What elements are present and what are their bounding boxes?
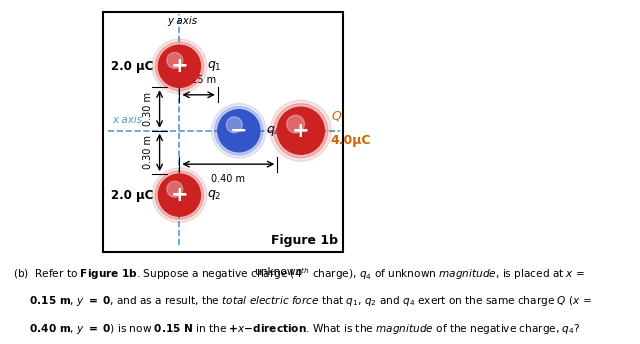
Circle shape	[274, 104, 328, 158]
Text: $\mathbf{0.40\ m}$, $\mathit{y}$ $\mathbf{=\ 0}$) is now $\mathbf{0.15\ N}$ in t: $\mathbf{0.40\ m}$, $\mathit{y}$ $\mathb…	[13, 322, 580, 336]
Circle shape	[211, 103, 266, 158]
Circle shape	[270, 100, 332, 161]
Text: unknown: unknown	[254, 267, 302, 277]
Text: 0.30 m: 0.30 m	[143, 136, 154, 169]
Text: 2.0 μC: 2.0 μC	[111, 189, 154, 202]
Circle shape	[167, 52, 183, 68]
Circle shape	[158, 174, 200, 216]
Circle shape	[152, 168, 207, 223]
Text: Figure 1b: Figure 1b	[271, 234, 338, 247]
Text: (b)  Refer to $\mathbf{Figure\ 1b}$. Suppose a negative charge (4$^{th}$ charge): (b) Refer to $\mathbf{Figure\ 1b}$. Supp…	[13, 267, 585, 282]
Circle shape	[226, 117, 242, 133]
Circle shape	[156, 42, 204, 90]
FancyBboxPatch shape	[102, 12, 343, 252]
Text: y axis: y axis	[167, 15, 197, 25]
Circle shape	[214, 107, 263, 155]
Circle shape	[218, 110, 260, 152]
Text: +: +	[292, 121, 310, 141]
Text: 2.0 μC: 2.0 μC	[111, 60, 154, 73]
Text: +: +	[171, 185, 188, 205]
Circle shape	[287, 115, 305, 133]
Text: $q_1$: $q_1$	[207, 59, 221, 73]
Text: −: −	[230, 121, 248, 141]
Circle shape	[156, 171, 204, 219]
Circle shape	[167, 181, 183, 197]
Text: 0.40 m: 0.40 m	[211, 174, 245, 184]
Text: 0.15 m: 0.15 m	[182, 75, 216, 85]
Text: 4.0μC: 4.0μC	[330, 134, 371, 147]
Text: x axis: x axis	[113, 115, 143, 125]
Text: $Q$: $Q$	[330, 109, 342, 123]
Text: $q_2$: $q_2$	[207, 188, 221, 202]
Circle shape	[152, 39, 207, 94]
Text: +: +	[171, 56, 188, 76]
Text: 0.30 m: 0.30 m	[143, 92, 154, 126]
Text: $q_4$: $q_4$	[266, 124, 281, 138]
Text: $\mathbf{0.15\ m}$, $\mathit{y}$ $\mathbf{=\ 0}$, and as a result, the $\mathit{: $\mathbf{0.15\ m}$, $\mathit{y}$ $\mathb…	[13, 294, 591, 308]
Circle shape	[277, 107, 324, 154]
Circle shape	[158, 45, 200, 87]
